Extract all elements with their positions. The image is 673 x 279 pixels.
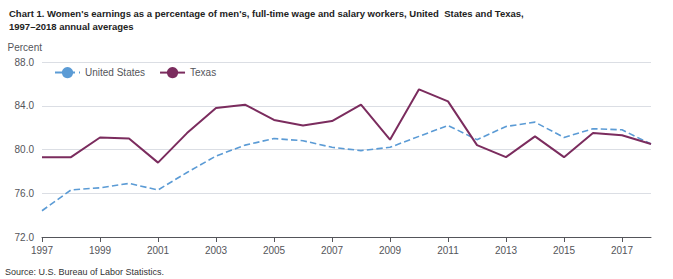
svg-text:Source: U.S. Bureau of Labor S: Source: U.S. Bureau of Labor Statistics. [5, 267, 164, 277]
svg-text:2017: 2017 [611, 245, 634, 256]
svg-text:Chart 1. Women's earnings as a: Chart 1. Women's earnings as a percentag… [9, 8, 524, 19]
svg-text:1999: 1999 [89, 245, 112, 256]
svg-text:1997: 1997 [31, 245, 54, 256]
svg-text:2007: 2007 [321, 245, 344, 256]
svg-text:Texas: Texas [190, 67, 216, 78]
svg-text:2009: 2009 [379, 245, 402, 256]
svg-text:2015: 2015 [553, 245, 576, 256]
svg-text:Percent: Percent [8, 42, 43, 53]
svg-text:2005: 2005 [263, 245, 286, 256]
svg-text:80.0: 80.0 [15, 144, 35, 155]
svg-text:United States: United States [85, 67, 145, 78]
svg-text:72.0: 72.0 [15, 232, 35, 243]
svg-text:84.0: 84.0 [15, 100, 35, 111]
svg-text:2001: 2001 [147, 245, 170, 256]
svg-text:88.0: 88.0 [15, 57, 35, 68]
svg-text:1997–2018 annual averages: 1997–2018 annual averages [9, 21, 134, 32]
svg-text:2003: 2003 [205, 245, 228, 256]
svg-text:2013: 2013 [495, 245, 518, 256]
svg-text:2011: 2011 [437, 245, 459, 256]
svg-text:76.0: 76.0 [15, 188, 35, 199]
